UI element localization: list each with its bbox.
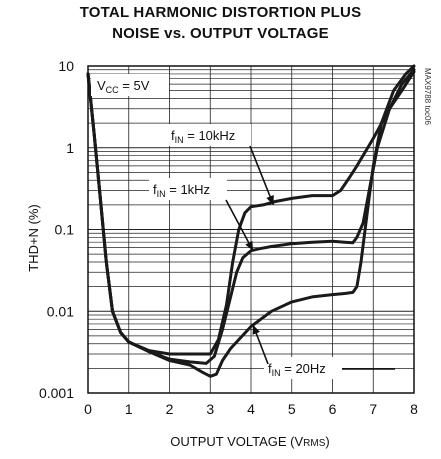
x-tick-label: 8	[410, 401, 418, 417]
x-tick-label: 7	[369, 401, 377, 417]
x-tick-label: 2	[166, 401, 174, 417]
annotation-10khz-sub: IN	[175, 135, 184, 145]
curves	[86, 64, 416, 378]
x-tick-label: 6	[329, 401, 337, 417]
y-axis-label: THD+N (%)	[26, 204, 41, 272]
arrow-1khz-line	[225, 199, 254, 252]
side-label: MAX9788 toc06	[423, 68, 432, 125]
tick-labels: 0 1 2 3 4 5 6 7 8 0.001 0.01 0.1 1 10	[39, 58, 418, 417]
chart-title-line1: TOTAL HARMONIC DISTORTION PLUS	[79, 4, 362, 21]
condition-label: VCC = 5V	[91, 74, 169, 96]
annotation-10khz: fIN = 10kHz	[167, 124, 251, 146]
x-tick-label: 4	[247, 401, 255, 417]
x-axis-label-main: OUTPUT VOLTAGE (V	[170, 434, 303, 449]
annotation-20hz-rest: = 20Hz	[281, 361, 326, 376]
plot-border	[87, 65, 415, 394]
x-axis-label: OUTPUT VOLTAGE (VRMS)	[170, 434, 330, 449]
annotation-1khz-main: f	[153, 182, 157, 197]
y-tick-label: 1	[66, 140, 74, 156]
x-tick-label: 1	[125, 401, 133, 417]
plot-frame	[87, 65, 415, 394]
annotation-1khz-sub: IN	[157, 189, 166, 199]
svg-text:VCC = 5V: VCC = 5V	[97, 78, 150, 95]
svg-text:fIN = 10kHz: fIN = 10kHz	[171, 128, 235, 145]
svg-text:fIN = 20Hz: fIN = 20Hz	[268, 361, 326, 378]
x-tick-label: 3	[206, 401, 214, 417]
annotation-1khz: fIN = 1kHz	[149, 178, 227, 200]
condition-main: V	[97, 78, 106, 93]
arrow-1khz-head	[245, 240, 254, 251]
x-axis-label-end: )	[325, 434, 329, 449]
y-tick-label: 0.01	[47, 303, 74, 319]
svg-text:fIN = 1kHz: fIN = 1kHz	[153, 182, 210, 199]
arrow-10khz-line	[249, 145, 275, 206]
condition-sub: CC	[106, 85, 119, 95]
x-tick-label: 0	[84, 401, 92, 417]
annotation-10khz-main: f	[171, 128, 175, 143]
x-tick-label: 5	[288, 401, 296, 417]
chart-title-line2: NOISE vs. OUTPUT VOLTAGE	[112, 25, 329, 42]
annotation-20hz-main: f	[268, 361, 272, 376]
y-tick-label: 10	[58, 58, 74, 74]
arrow-20hz-head	[252, 324, 260, 335]
x-axis-label-sub: RMS	[303, 438, 326, 449]
annotation-20hz: fIN = 20Hz	[264, 357, 342, 379]
arrow-10khz-head	[266, 195, 274, 205]
curve-20hz	[86, 64, 416, 378]
annotation-20hz-sub: IN	[272, 368, 281, 378]
annotation-10khz-rest: = 10kHz	[184, 128, 236, 143]
annotation-arrows	[225, 145, 395, 370]
y-tick-label: 0.1	[55, 222, 75, 238]
y-tick-label: 0.001	[39, 385, 74, 401]
condition-rest: = 5V	[119, 78, 150, 93]
annotation-1khz-rest: = 1kHz	[166, 182, 210, 197]
